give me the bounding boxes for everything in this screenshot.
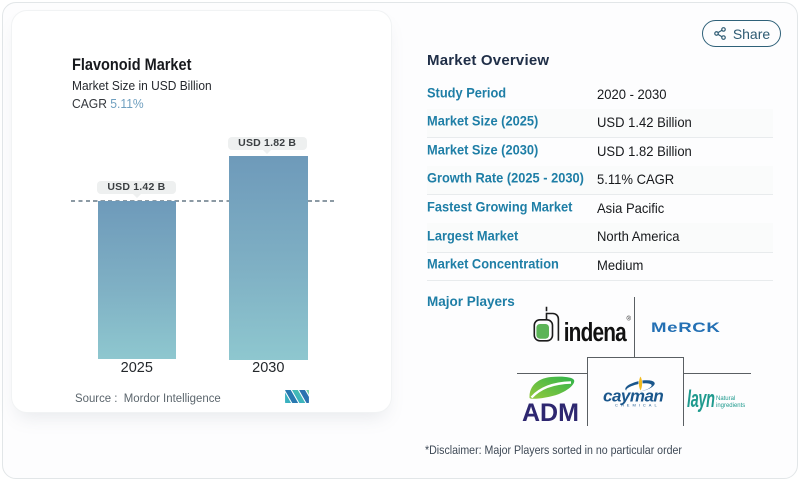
- svg-text:ADM: ADM: [522, 399, 579, 423]
- svg-text:cayman: cayman: [603, 387, 663, 406]
- svg-text:indena: indena: [564, 318, 628, 344]
- svg-text:®: ®: [627, 316, 632, 323]
- svg-text:CHEMICAL: CHEMICAL: [615, 403, 660, 408]
